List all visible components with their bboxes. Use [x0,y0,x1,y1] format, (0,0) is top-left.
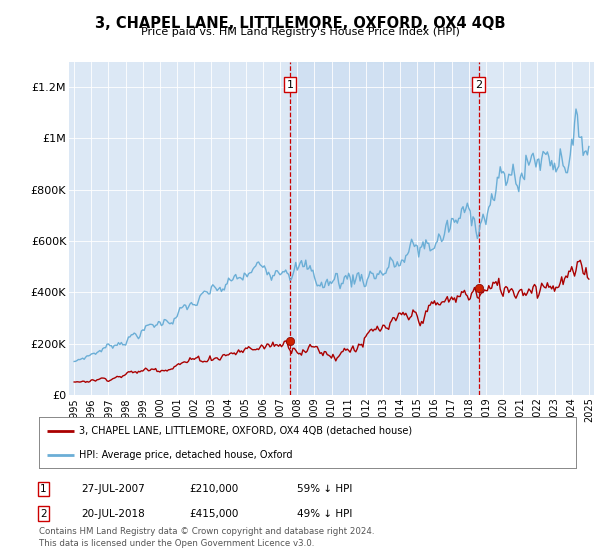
Text: Contains HM Land Registry data © Crown copyright and database right 2024.
This d: Contains HM Land Registry data © Crown c… [39,527,374,548]
Text: Price paid vs. HM Land Registry's House Price Index (HPI): Price paid vs. HM Land Registry's House … [140,27,460,37]
Text: 1: 1 [40,484,47,494]
Bar [290,62,479,395]
Text: HPI: Average price, detached house, Oxford: HPI: Average price, detached house, Oxfo… [79,450,293,460]
Text: 59% ↓ HPI: 59% ↓ HPI [297,484,352,494]
Text: £210,000: £210,000 [189,484,238,494]
Text: 2: 2 [475,80,482,90]
Text: 20-JUL-2018: 20-JUL-2018 [81,508,145,519]
Text: 2: 2 [40,508,47,519]
Text: 49% ↓ HPI: 49% ↓ HPI [297,508,352,519]
Text: 3, CHAPEL LANE, LITTLEMORE, OXFORD, OX4 4QB: 3, CHAPEL LANE, LITTLEMORE, OXFORD, OX4 … [95,16,505,31]
Text: 27-JUL-2007: 27-JUL-2007 [81,484,145,494]
Text: 1: 1 [287,80,293,90]
Text: 3, CHAPEL LANE, LITTLEMORE, OXFORD, OX4 4QB (detached house): 3, CHAPEL LANE, LITTLEMORE, OXFORD, OX4 … [79,426,412,436]
Text: £415,000: £415,000 [189,508,238,519]
